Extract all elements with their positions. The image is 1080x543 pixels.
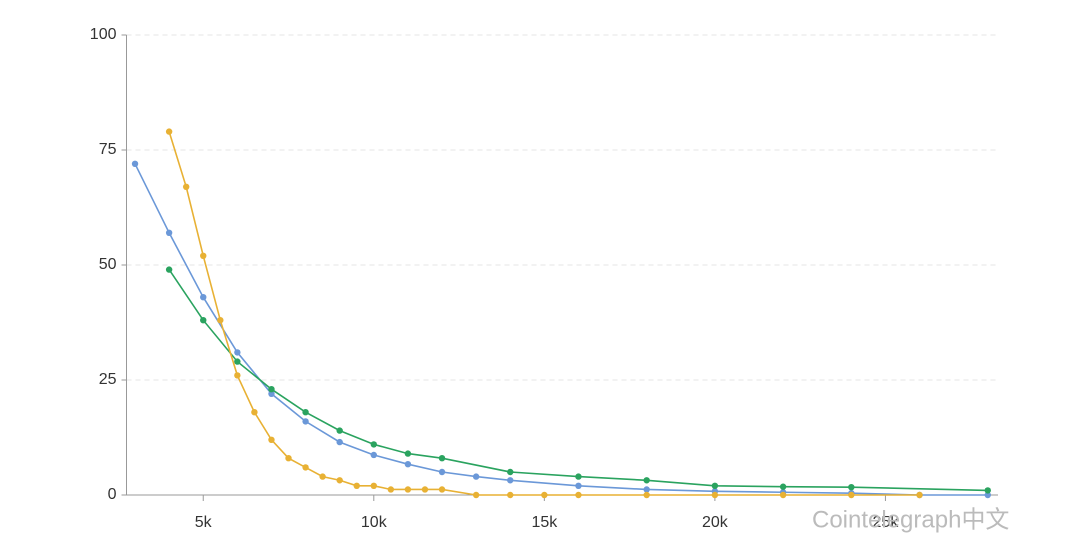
- data-point: [848, 491, 855, 499]
- data-point: [916, 491, 923, 499]
- data-point: [711, 482, 719, 489]
- series-line: [168, 269, 988, 492]
- data-point: [848, 483, 855, 491]
- data-point: [353, 482, 360, 489]
- data-point: [507, 491, 514, 499]
- data-point: [268, 390, 275, 397]
- data-point: [336, 427, 343, 434]
- data-point: [643, 486, 650, 493]
- y-tick-label: 0: [108, 486, 117, 503]
- data-point: [438, 486, 446, 493]
- y-tick-label: 25: [99, 371, 117, 388]
- x-tick-label: 10k: [361, 514, 388, 531]
- data-point: [319, 473, 326, 480]
- data-point: [779, 483, 787, 490]
- x-tick-label: 20k: [702, 514, 729, 531]
- data-point: [984, 487, 991, 494]
- data-point: [302, 409, 309, 416]
- data-point: [541, 491, 548, 499]
- data-point: [404, 450, 412, 457]
- data-point: [575, 473, 582, 480]
- x-tick-label: 15k: [531, 514, 558, 531]
- data-point: [165, 266, 173, 273]
- data-point: [165, 229, 173, 236]
- data-point: [131, 160, 139, 167]
- x-tick-label: 25k: [873, 514, 900, 531]
- data-point: [472, 491, 480, 499]
- data-point: [404, 460, 412, 468]
- data-point: [643, 491, 650, 499]
- data-point: [182, 183, 190, 190]
- data-point: [421, 486, 429, 493]
- data-point: [200, 252, 207, 259]
- series-line: [134, 163, 988, 496]
- series-line: [168, 131, 920, 496]
- y-tick-label: 100: [90, 26, 117, 43]
- data-point: [507, 477, 514, 484]
- data-point: [336, 438, 343, 446]
- data-point: [575, 482, 582, 489]
- data-point: [302, 464, 309, 471]
- data-point: [438, 468, 446, 476]
- watermark: Cointelegraph中文: [812, 506, 1009, 533]
- data-point: [234, 372, 241, 379]
- data-point: [387, 486, 395, 493]
- data-point: [438, 455, 446, 462]
- data-point: [200, 317, 207, 324]
- data-point: [251, 409, 258, 416]
- y-tick-label: 50: [99, 256, 117, 273]
- data-point: [779, 491, 787, 499]
- data-point: [285, 455, 292, 462]
- data-point: [507, 468, 514, 476]
- data-point: [268, 386, 275, 393]
- data-point: [472, 473, 480, 480]
- data-point: [370, 441, 377, 448]
- data-point: [711, 491, 719, 499]
- data-point: [268, 436, 275, 443]
- data-point: [336, 477, 343, 484]
- data-point: [217, 317, 224, 324]
- data-point: [370, 482, 377, 489]
- y-tick-label: 75: [99, 141, 117, 158]
- data-point: [165, 128, 173, 135]
- data-point: [404, 486, 412, 493]
- data-point: [234, 358, 241, 365]
- data-point: [984, 491, 991, 499]
- data-point: [575, 491, 582, 499]
- x-tick-label: 5k: [195, 514, 213, 531]
- data-point: [302, 418, 309, 425]
- data-point: [370, 451, 377, 459]
- data-point: [234, 349, 241, 356]
- data-point: [643, 477, 650, 484]
- data-point: [200, 294, 207, 301]
